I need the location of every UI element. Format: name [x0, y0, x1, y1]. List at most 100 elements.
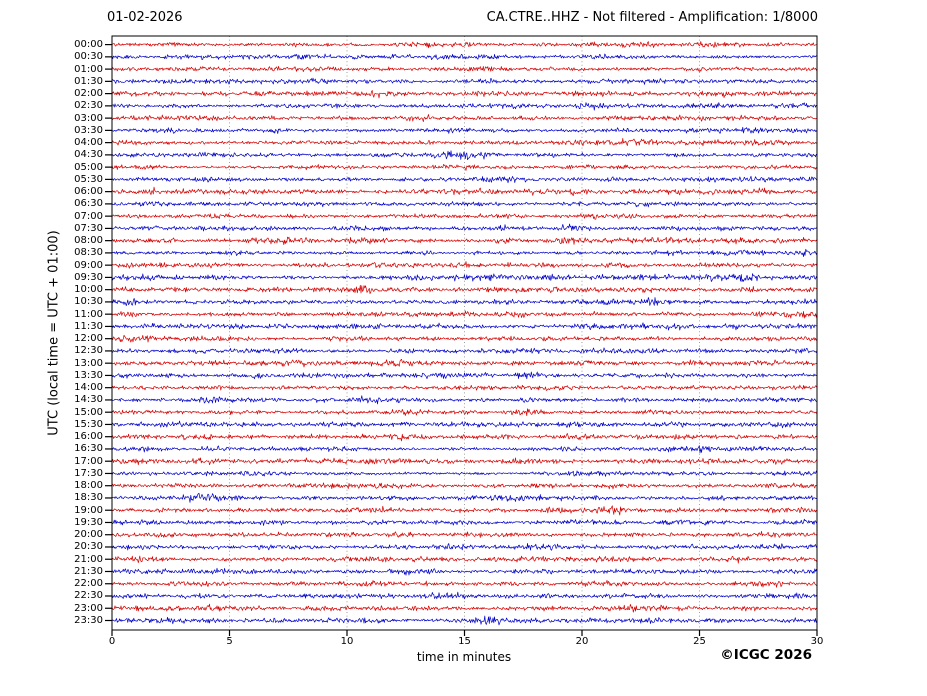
y-tick-label: 00:00: [74, 39, 103, 51]
seismic-trace: [111, 310, 818, 319]
y-tick-label: 06:00: [74, 186, 103, 198]
y-tick-label: 09:00: [74, 259, 103, 271]
seismic-trace: [111, 65, 818, 72]
x-axis-label: time in minutes: [416, 650, 512, 664]
y-tick-label: 16:00: [74, 431, 103, 443]
y-tick-label: 12:00: [74, 333, 103, 345]
seismic-trace: [111, 445, 818, 454]
seismic-trace: [111, 371, 818, 380]
seismic-trace: [111, 482, 818, 490]
y-tick-label: 08:30: [74, 247, 103, 259]
gridlines: [111, 36, 818, 630]
y-tick-label: 18:00: [74, 480, 103, 492]
seismic-trace: [111, 334, 818, 343]
y-tick-label: 22:00: [74, 578, 103, 590]
y-tick-label: 20:00: [74, 529, 103, 541]
seismic-trace: [111, 433, 818, 442]
seismic-trace: [111, 175, 818, 184]
seismic-trace: [111, 384, 818, 391]
y-tick-label: 21:00: [74, 553, 103, 565]
seismic-trace: [111, 518, 818, 526]
seismic-trace: [111, 395, 818, 405]
y-tick-label: 01:00: [74, 63, 103, 75]
seismic-trace: [111, 284, 818, 294]
y-tick-label: 15:30: [74, 418, 103, 430]
y-tick-label: 19:30: [74, 516, 103, 528]
seismic-trace: [111, 420, 818, 429]
y-tick-label: 21:30: [74, 565, 103, 577]
x-tick-label: 15: [458, 636, 471, 647]
seismic-trace: [111, 347, 818, 355]
seismic-trace: [111, 492, 818, 503]
y-tick-label: 19:00: [74, 504, 103, 516]
y-tick-label: 14:00: [74, 382, 103, 394]
traces: [111, 41, 818, 626]
x-tick-label: 0: [108, 636, 116, 647]
y-tick-label: 05:30: [74, 173, 103, 185]
x-tick-label: 5: [226, 636, 233, 647]
y-tick-label: 11:30: [74, 320, 103, 332]
seismic-trace: [111, 543, 818, 551]
seismic-trace: [111, 261, 818, 269]
seismic-trace: [111, 358, 818, 368]
seismic-trace: [111, 77, 818, 85]
y-tick-label: 23:30: [74, 615, 103, 626]
seismic-trace: [111, 505, 818, 516]
y-tick-label: 08:00: [74, 235, 103, 247]
y-tick-label: 02:30: [74, 100, 103, 112]
y-tick-label: 02:00: [74, 88, 103, 100]
seismic-trace: [111, 138, 818, 147]
seismic-trace: [111, 615, 818, 626]
seismic-trace: [111, 223, 818, 232]
seismic-trace: [111, 41, 818, 49]
seismic-trace: [111, 603, 818, 613]
seismic-trace: [111, 201, 818, 208]
y-tick-label: 07:00: [74, 210, 103, 222]
x-tick-label: 25: [693, 636, 706, 647]
y-tick-label: 01:30: [74, 75, 103, 87]
seismic-trace: [111, 186, 818, 196]
y-tick-label: 11:00: [74, 308, 103, 320]
station-title: CA.CTRE..HHZ - Not filtered - Amplificat…: [486, 10, 818, 25]
y-tick-label: 03:00: [74, 112, 103, 124]
y-tick-label: 10:00: [74, 284, 103, 296]
y-tick-label: 07:30: [74, 222, 103, 234]
y-tick-label: 14:30: [74, 394, 103, 406]
seismic-trace: [111, 150, 818, 161]
y-tick-label: 13:30: [74, 369, 103, 381]
y-tick-label: 15:00: [74, 406, 103, 418]
y-axis-ticks: [105, 43, 112, 622]
seismic-trace: [111, 579, 818, 588]
y-tick-label: 03:30: [74, 124, 103, 136]
y-tick-label: 16:30: [74, 443, 103, 455]
seismic-trace: [111, 408, 818, 417]
x-axis-ticks: [111, 630, 818, 636]
y-tick-label: 04:00: [74, 137, 103, 149]
seismic-trace: [111, 53, 818, 61]
y-tick-label: 00:30: [74, 51, 103, 63]
seismic-trace: [111, 213, 818, 220]
y-tick-label: 23:00: [74, 602, 103, 614]
y-tick-label: 18:30: [74, 492, 103, 504]
x-tick-label: 30: [810, 636, 824, 647]
y-tick-label: 17:30: [74, 467, 103, 479]
seismic-trace: [111, 273, 818, 283]
seismic-trace: [111, 322, 818, 331]
date-title: 01-02-2026: [107, 10, 183, 25]
x-tick-label: 20: [575, 636, 589, 647]
y-tick-label: 04:30: [74, 149, 103, 161]
copyright-text: ©ICGC 2026: [720, 647, 812, 663]
seismic-trace: [111, 470, 818, 477]
seismic-trace: [111, 114, 818, 123]
y-tick-label: 13:00: [74, 357, 103, 369]
seismic-trace: [111, 236, 818, 246]
y-tick-label: 06:30: [74, 198, 103, 210]
seismic-trace: [111, 457, 818, 466]
y-tick-label: 12:30: [74, 345, 103, 357]
seismic-trace: [111, 530, 818, 538]
y-tick-label: 22:30: [74, 590, 103, 602]
x-tick-label: 10: [340, 636, 354, 647]
y-tick-label: 10:30: [74, 296, 103, 308]
